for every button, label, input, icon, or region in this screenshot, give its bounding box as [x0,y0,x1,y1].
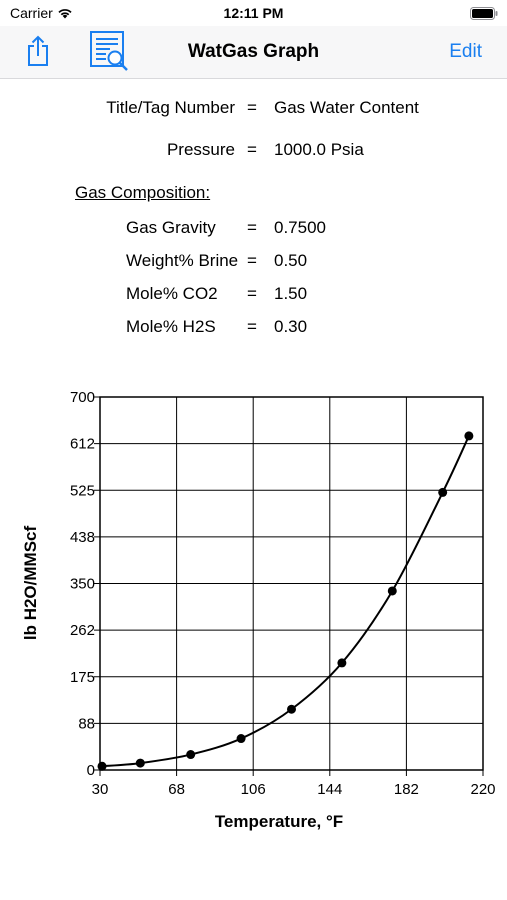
navigation-bar: WatGas Graph Edit [0,26,507,79]
gas-composition-heading: Gas Composition: [75,183,211,202]
x-tick-label: 220 [470,781,495,798]
mole-co2-value: 1.50 [274,284,308,303]
data-point [135,758,145,768]
x-tick-label: 106 [241,781,266,798]
pressure-label: Pressure [166,140,235,159]
data-point [287,704,296,714]
y-tick-label: 88 [78,715,95,732]
weight-brine-value: 0.50 [274,251,308,270]
data-point [186,750,196,760]
chart-grid [99,396,484,771]
equals-sign: = [247,317,257,336]
report-search-icon[interactable] [88,30,132,74]
data-point [337,658,347,668]
share-icon[interactable] [25,35,51,67]
x-axis-ticks: 30 68 106 144 182 220 [92,770,496,798]
data-point [464,431,474,441]
page-title: WatGas Graph [187,41,320,62]
equals-sign: = [247,284,257,303]
pressure-value: 1000.0 Psia [274,140,364,159]
data-point [387,586,397,596]
y-tick-label: 175 [70,669,95,686]
series-line [101,435,470,768]
y-tick-label: 525 [70,482,95,499]
y-tick-label: 0 [87,762,95,779]
equals-sign: = [247,98,257,117]
mole-h2s-label: Mole% H2S [126,317,216,336]
x-tick-label: 144 [317,781,342,798]
carrier-info: Carrier [10,5,73,21]
water-content-chart: 0 88 175 262 350 438 525 612 700 30 68 106 144 182 22… [21,389,496,831]
y-tick-label: 350 [70,576,95,593]
y-tick-label: 700 [70,389,95,406]
wifi-icon [58,9,72,19]
data-point [438,487,448,497]
data-points [97,431,474,771]
x-tick-label: 30 [92,781,109,798]
carrier-label: Carrier [10,5,53,21]
gas-gravity-label: Gas Gravity [126,218,216,237]
weight-brine-label: Weight% Brine [126,251,239,270]
edit-button[interactable]: Edit [449,41,482,62]
equals-sign: = [247,140,257,159]
data-point [236,734,246,744]
equals-sign: = [247,218,257,237]
y-axis-label: lb H2O/MMScf [21,526,40,641]
y-tick-label: 612 [70,436,95,453]
mole-h2s-value: 0.30 [274,317,308,336]
data-point [97,761,107,771]
x-axis-label: Temperature, °F [215,812,343,831]
battery-icon [470,7,498,20]
mole-co2-label: Mole% CO2 [126,284,218,303]
title-tag-value: Gas Water Content [274,98,419,117]
x-tick-label: 68 [168,781,185,798]
x-tick-label: 182 [394,781,419,798]
y-tick-label: 262 [70,622,95,639]
gas-info-panel: Title/Tag Number = Gas Water Content Pre… [0,78,507,358]
status-bar: Carrier 12:11 PM [0,0,507,26]
title-tag-label: Title/Tag Number [106,98,235,117]
equals-sign: = [247,251,257,270]
y-axis-ticks: 0 88 175 262 350 438 525 612 700 [70,389,100,779]
status-time: 12:11 PM [223,5,284,21]
y-tick-label: 438 [70,529,95,546]
gas-gravity-value: 0.7500 [274,218,326,237]
